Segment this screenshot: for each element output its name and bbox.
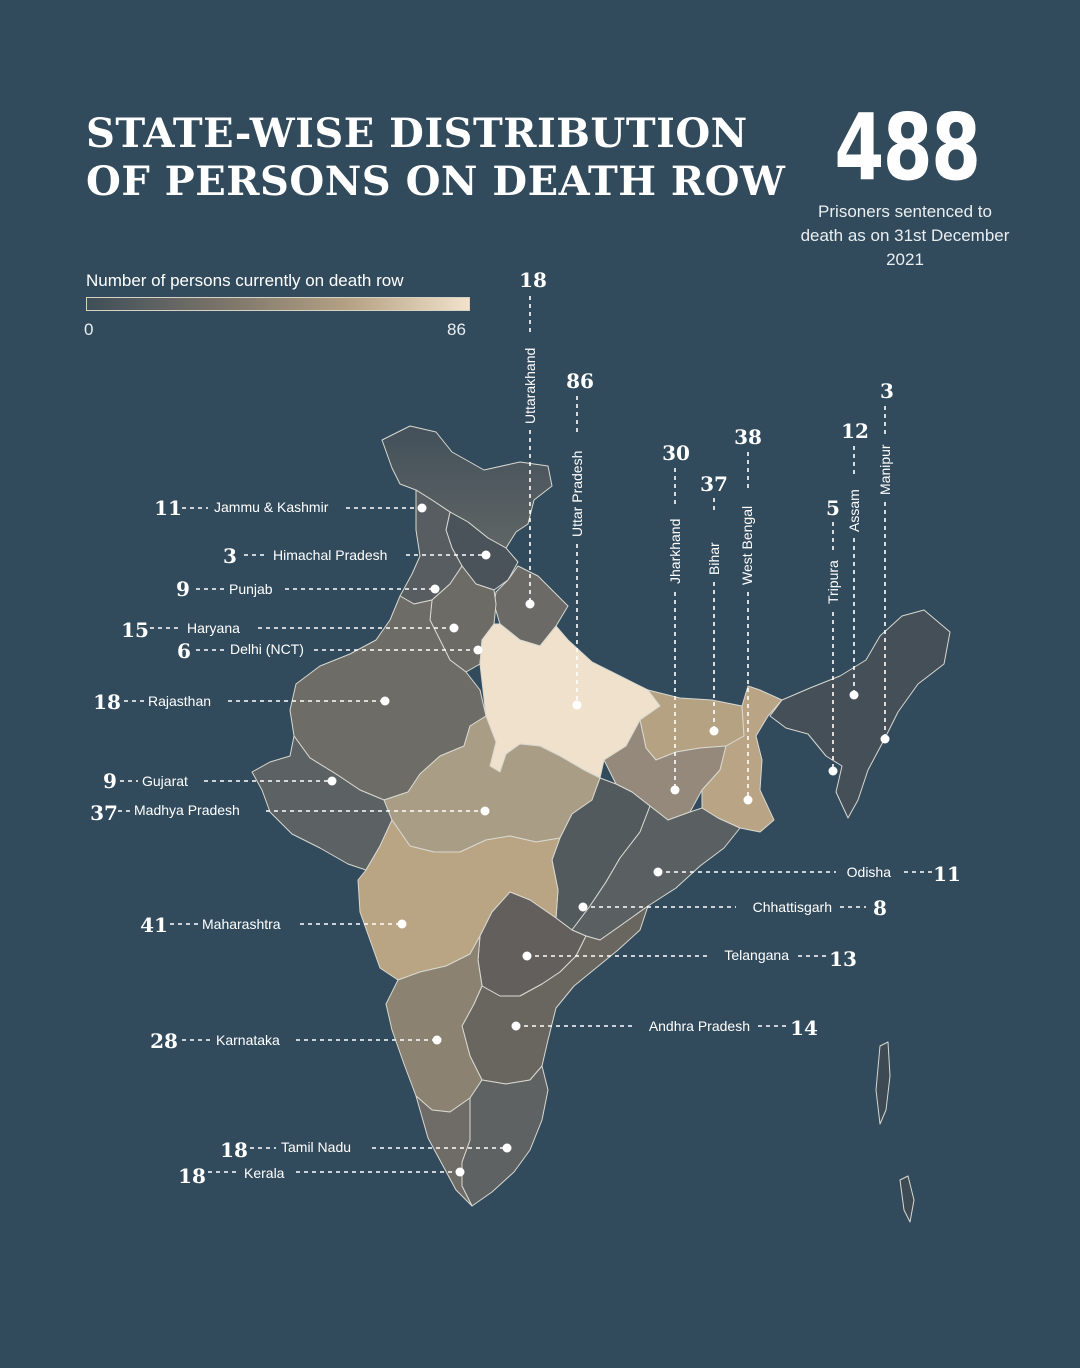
marker-dot [572,700,582,710]
value-label: 9 [176,577,190,601]
marker-dot [455,1167,465,1177]
value-labels: 11 3 9 15 6 18 9 37 41 28 18 18 11 8 13 … [90,268,961,1188]
total-count: 488 [834,94,981,201]
legend-max-label: 86 [447,320,466,339]
marker-dot [432,1035,442,1045]
state-name-label: West Bengal [739,506,755,585]
value-label: 18 [220,1138,248,1162]
state-name-label: Gujarat [142,773,188,789]
marker-dot [653,867,663,877]
region-gujarat [251,735,393,871]
region-kerala [415,1095,473,1207]
value-label: 3 [223,544,237,568]
value-label: 11 [154,496,182,520]
marker-dot [417,503,427,513]
state-name-label: Maharashtra [202,916,281,932]
value-label: 37 [700,472,728,496]
state-name-label: Bihar [706,542,722,575]
title-line-1: STATE-WISE DISTRIBUTION [86,110,748,157]
state-markers [327,503,890,1177]
value-label: 18 [93,690,121,714]
state-name-label: Haryana [187,620,240,636]
value-label: 86 [566,369,594,393]
region-karnataka [385,935,483,1113]
marker-dot [511,1021,521,1031]
map-regions [251,425,951,1223]
legend-gradient-bar [86,297,470,311]
legend-min-label: 0 [84,320,94,339]
marker-dot [743,795,753,805]
value-label: 11 [933,862,961,886]
value-label: 14 [790,1016,818,1040]
state-name-label: Jammu & Kashmir [214,499,329,515]
state-name-label: Assam [846,489,862,532]
value-label: 13 [829,947,857,971]
region-west-bengal [701,685,783,833]
marker-dot [449,623,459,633]
state-name-label: Karnataka [216,1032,280,1048]
value-label: 8 [873,896,887,920]
marker-dot [327,776,337,786]
marker-dot [380,696,390,706]
marker-dot [430,584,440,594]
map-title: STATE-WISE DISTRIBUTION OF PERSONS ON DE… [86,110,785,206]
marker-dot [709,726,719,736]
value-label: 28 [150,1029,178,1053]
marker-dot [828,766,838,776]
value-label: 5 [826,496,840,520]
value-label: 15 [121,618,149,642]
marker-dot [525,599,535,609]
marker-dot [481,550,491,560]
value-label: 9 [103,769,117,793]
region-andaman-islands [875,1041,915,1223]
title-line-2: OF PERSONS ON DEATH ROW [86,158,786,205]
state-name-label: Rajasthan [148,693,211,709]
value-label: 37 [90,801,118,825]
state-name-label: Madhya Pradesh [134,802,240,818]
state-name-label: Tripura [825,560,841,604]
state-name-label: Chhattisgarh [753,899,832,915]
marker-dot [473,645,483,655]
total-caption: Prisoners sentenced to death as on 31st … [800,202,1010,269]
value-label: 18 [519,268,547,292]
value-label: 18 [178,1164,206,1188]
state-name-label: Delhi (NCT) [230,641,304,657]
state-name-label: Uttarakhand [522,348,538,424]
state-name-label: Odisha [847,864,892,880]
value-label: 6 [177,639,191,663]
marker-dot [480,806,490,816]
state-name-label: Punjab [229,581,273,597]
state-name-labels: Jammu & Kashmir Himachal Pradesh Punjab … [134,348,893,1181]
value-label: 3 [880,379,894,403]
value-label: 38 [734,425,762,449]
marker-dot [849,690,859,700]
state-name-label: Himachal Pradesh [273,547,387,563]
state-name-label: Jharkhand [667,519,683,584]
state-name-label: Kerala [244,1165,285,1181]
state-name-label: Andhra Pradesh [649,1018,750,1034]
state-name-label: Telangana [724,947,789,963]
marker-dot [670,785,680,795]
region-north-east [769,609,951,819]
marker-dot [880,734,890,744]
state-name-label: Tamil Nadu [281,1139,351,1155]
leader-lines [118,296,934,1173]
marker-dot [578,902,588,912]
marker-dot [397,919,407,929]
value-label: 30 [662,441,690,465]
legend-title: Number of persons currently on death row [86,271,404,290]
marker-dot [522,951,532,961]
value-label: 41 [140,913,168,937]
state-name-label: Manipur [877,444,893,495]
marker-dot [502,1143,512,1153]
value-label: 12 [841,419,869,443]
state-name-label: Uttar Pradesh [569,451,585,537]
